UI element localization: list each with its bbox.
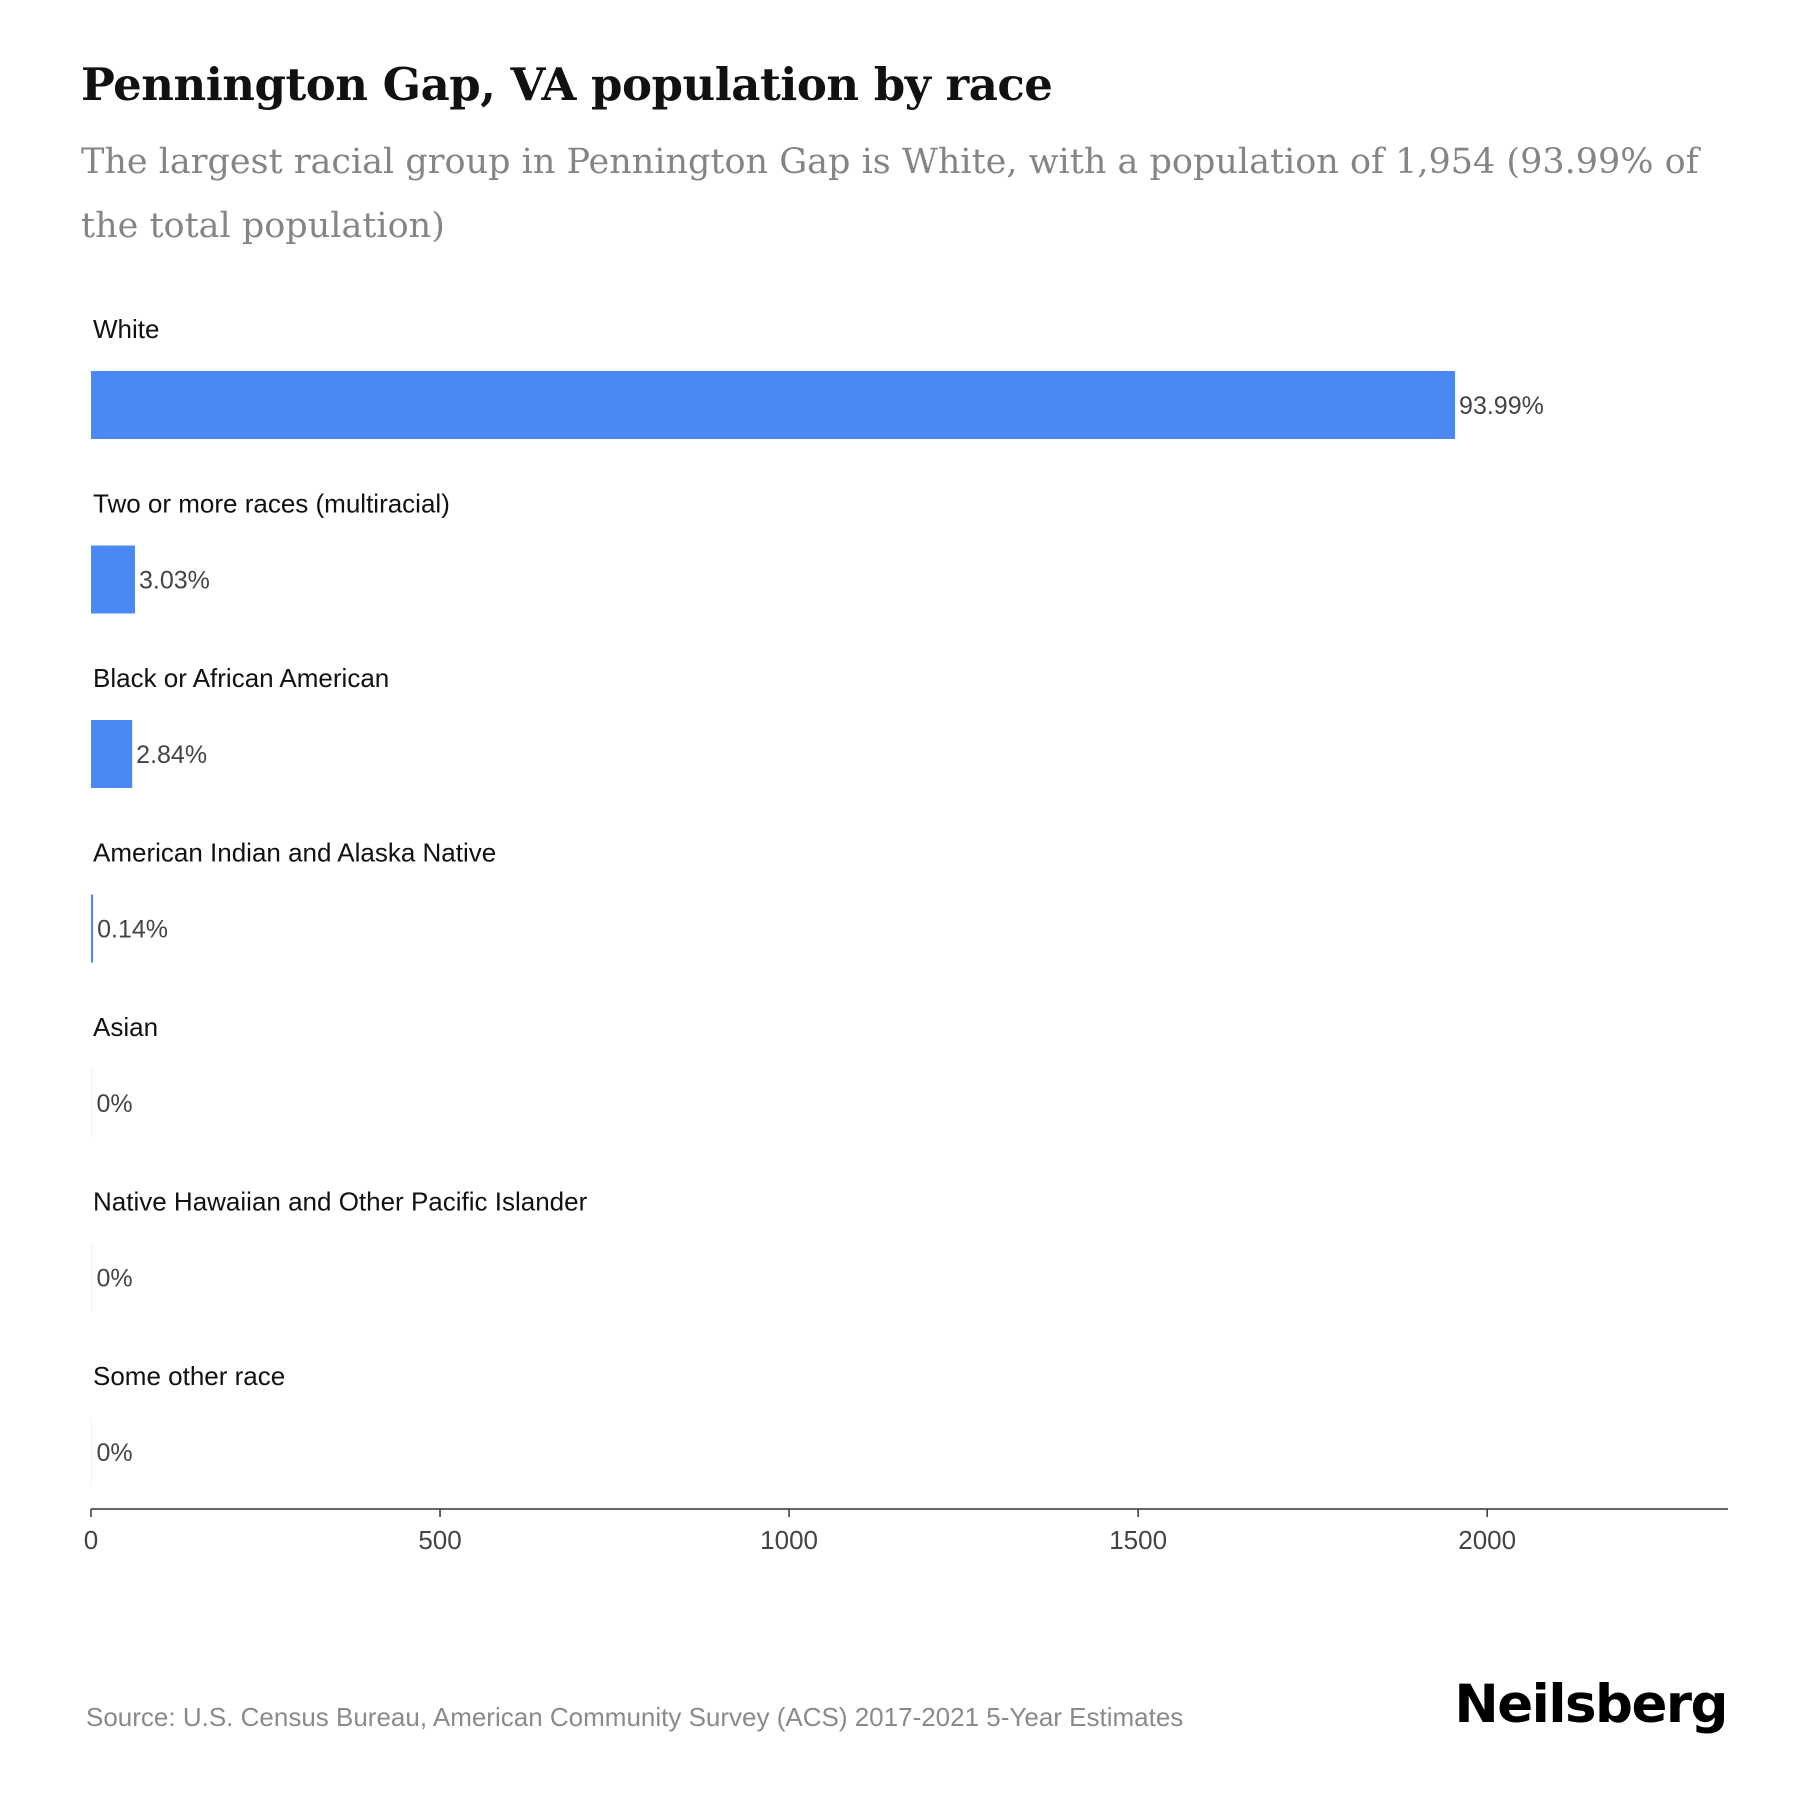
x-tick-label: 0	[84, 1525, 98, 1555]
value-label: 0%	[97, 1265, 133, 1293]
category-label: White	[93, 314, 159, 344]
x-tick-label: 1000	[760, 1525, 818, 1555]
category-label: American Indian and Alaska Native	[93, 838, 496, 868]
x-tick-label: 500	[418, 1525, 461, 1555]
value-label: 93.99%	[1459, 392, 1544, 420]
category-label: Native Hawaiian and Other Pacific Island…	[93, 1187, 588, 1217]
category-label: Asian	[93, 1012, 158, 1042]
value-label: 3.03%	[139, 567, 210, 595]
bar	[91, 371, 1456, 439]
brand-logo: Neilsberg	[1454, 1674, 1728, 1735]
value-label: 0%	[97, 1439, 133, 1467]
value-label: 2.84%	[136, 741, 207, 769]
bar	[91, 720, 133, 788]
chart-title: Pennington Gap, VA population by race	[81, 58, 1053, 111]
chart-subtitle: The largest racial group in Pennington G…	[81, 142, 1699, 246]
source-note: Source: U.S. Census Bureau, American Com…	[86, 1702, 1184, 1732]
x-tick-label: 2000	[1458, 1525, 1516, 1555]
bar	[91, 894, 94, 963]
category-label: Black or African American	[93, 663, 389, 693]
category-label: Two or more races (multiracial)	[93, 489, 450, 519]
value-label: 0.14%	[97, 916, 168, 944]
value-label: 0%	[97, 1090, 133, 1118]
bar	[91, 545, 135, 614]
category-label: Some other race	[93, 1361, 285, 1391]
x-tick-label: 1500	[1109, 1525, 1167, 1555]
